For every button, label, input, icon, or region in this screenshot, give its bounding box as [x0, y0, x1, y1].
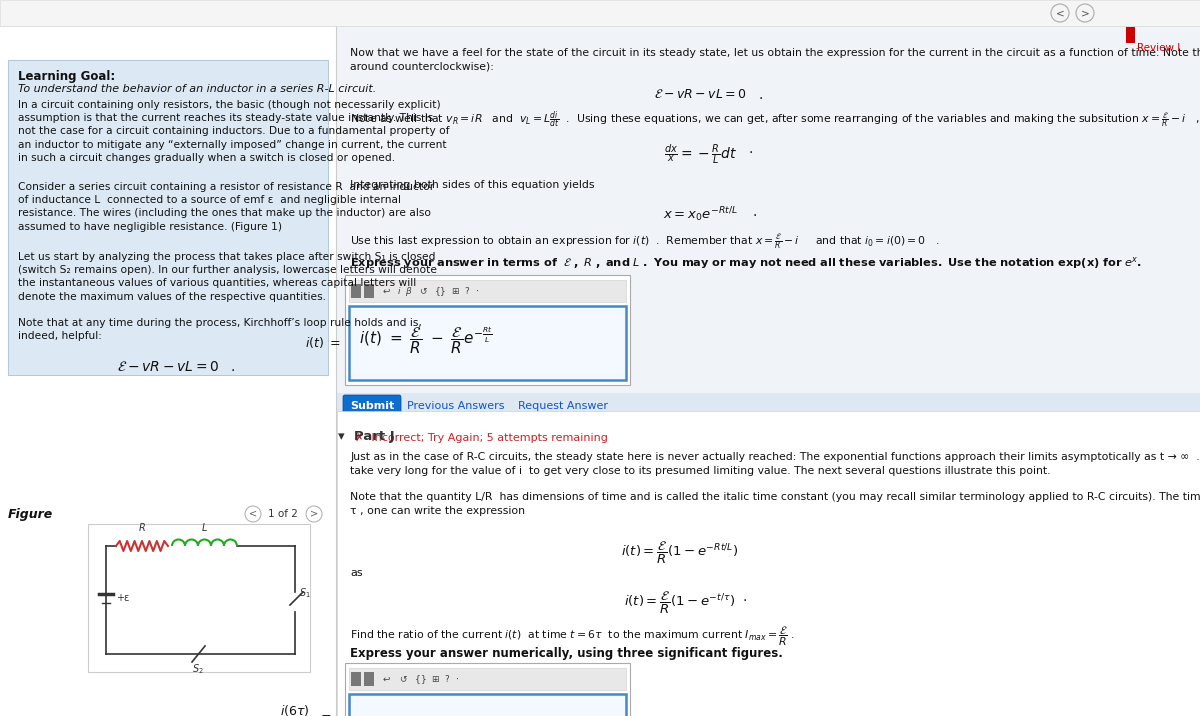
FancyBboxPatch shape — [343, 395, 401, 417]
Text: Let us start by analyzing the process that takes place after switch S₁ is closed: Let us start by analyzing the process th… — [18, 252, 437, 301]
FancyBboxPatch shape — [0, 0, 1200, 26]
Bar — [352, 284, 361, 298]
FancyBboxPatch shape — [346, 421, 630, 455]
Text: $i(t) = \dfrac{\mathcal{E}}{R}(1 - e^{-Rt/L})$: $i(t) = \dfrac{\mathcal{E}}{R}(1 - e^{-R… — [622, 540, 739, 566]
Text: Note that the quantity L/R  has dimensions of time and is called the italic time: Note that the quantity L/R has dimension… — [350, 492, 1200, 516]
Text: ✗  Incorrect; Try Again; 5 attempts remaining: ✗ Incorrect; Try Again; 5 attempts remai… — [355, 433, 608, 443]
Text: $\mathcal{E} - vR - vL = 0$: $\mathcal{E} - vR - vL = 0$ — [654, 88, 746, 101]
FancyBboxPatch shape — [349, 280, 626, 302]
Text: <: < — [248, 509, 257, 519]
FancyBboxPatch shape — [349, 306, 626, 380]
Text: Learning Goal:: Learning Goal: — [18, 70, 115, 83]
Text: >: > — [310, 509, 318, 519]
Bar — [364, 284, 374, 298]
FancyBboxPatch shape — [336, 26, 1200, 716]
FancyBboxPatch shape — [337, 411, 1200, 716]
Bar — [1126, 27, 1135, 43]
Text: ± The R-L Circuit: Responding to Changes: ± The R-L Circuit: Responding to Changes — [8, 6, 256, 19]
Text: <: < — [1056, 8, 1064, 18]
Text: 1 of 2: 1 of 2 — [268, 509, 298, 519]
Text: as: as — [350, 568, 362, 578]
Text: Figure: Figure — [8, 508, 53, 521]
Text: .: . — [758, 88, 762, 102]
FancyBboxPatch shape — [337, 393, 1200, 411]
Text: $x = x_0e^{-Rt/L}$: $x = x_0e^{-Rt/L}$ — [662, 205, 738, 223]
Text: $\hookleftarrow$  $i$  $\beta$  $\circlearrowleft$  {}  $\boxplus$  ?  $\cdot$: $\hookleftarrow$ $i$ $\beta$ $\circlearr… — [382, 286, 479, 299]
Text: Note that at any time during the process, Kirchhoff’s loop rule holds and is,
in: Note that at any time during the process… — [18, 318, 421, 342]
FancyBboxPatch shape — [349, 668, 626, 690]
Text: $\mathbf{Express\ your\ answer\ in\ terms\ of}$  $\mathcal{E}$$\mathbf{\ ,\ }$$R: $\mathbf{Express\ your\ answer\ in\ term… — [350, 255, 1142, 271]
FancyBboxPatch shape — [0, 26, 336, 716]
Text: +ε: +ε — [116, 593, 130, 603]
Text: Now that we have a feel for the state of the circuit in its steady state, let us: Now that we have a feel for the state of… — [350, 48, 1200, 71]
Text: $i(t)\ =\ \dfrac{\mathcal{E}}{R}\ -\ \dfrac{\mathcal{E}}{R}e^{-\frac{Rt}{L}}$: $i(t)\ =\ \dfrac{\mathcal{E}}{R}\ -\ \df… — [359, 326, 493, 357]
Text: Note as well that $v_R = iR$   and  $v_L = L\frac{di}{dt}$  .  Using these equat: Note as well that $v_R = iR$ and $v_L = … — [350, 110, 1200, 131]
Text: Previous Answers: Previous Answers — [407, 401, 504, 411]
Text: .: . — [742, 590, 746, 604]
Text: $i(t)\ =$: $i(t)\ =$ — [305, 336, 341, 351]
FancyBboxPatch shape — [346, 663, 630, 716]
FancyBboxPatch shape — [88, 524, 310, 672]
FancyBboxPatch shape — [349, 694, 626, 716]
Bar — [352, 672, 361, 686]
FancyBboxPatch shape — [8, 60, 328, 375]
FancyBboxPatch shape — [337, 411, 1200, 716]
Text: $S_1$: $S_1$ — [299, 586, 311, 600]
Text: Consider a series circuit containing a resistor of resistance R  and an inductor: Consider a series circuit containing a r… — [18, 182, 434, 231]
Text: .: . — [748, 142, 752, 156]
Text: Use this last expression to obtain an expression for $i(t)$  .  Remember that $x: Use this last expression to obtain an ex… — [350, 232, 940, 251]
Text: 9 of 15: 9 of 15 — [1120, 6, 1162, 19]
Text: ▾  Part J: ▾ Part J — [338, 430, 395, 443]
Text: $S_2$: $S_2$ — [192, 662, 204, 676]
Text: Express your answer numerically, using three significant figures.: Express your answer numerically, using t… — [350, 647, 782, 660]
Text: Find the ratio of the current $i(t)$  at time $t = 6\tau$  to the maximum curren: Find the ratio of the current $i(t)$ at … — [350, 625, 794, 649]
Text: .: . — [230, 360, 234, 374]
Text: L: L — [202, 523, 208, 533]
Text: Review I: Review I — [1138, 43, 1181, 53]
Text: Just as in the case of R-C circuits, the steady state here is never actually rea: Just as in the case of R-C circuits, the… — [350, 452, 1200, 476]
Bar — [364, 672, 374, 686]
Text: Request Answer: Request Answer — [518, 401, 608, 411]
Text: In a circuit containing only resistors, the basic (though not necessarily explic: In a circuit containing only resistors, … — [18, 100, 450, 163]
Text: .: . — [752, 205, 756, 219]
Text: Submit: Submit — [350, 401, 394, 411]
FancyBboxPatch shape — [346, 275, 630, 385]
Text: R: R — [139, 523, 145, 533]
Text: $i(t) = \dfrac{\mathcal{E}}{R}(1 - e^{-t/\tau})$: $i(t) = \dfrac{\mathcal{E}}{R}(1 - e^{-t… — [624, 590, 736, 616]
Text: $\dfrac{i(6\tau)}{I_{\max}}$  $=$: $\dfrac{i(6\tau)}{I_{\max}}$ $=$ — [280, 704, 332, 716]
Text: >: > — [1081, 8, 1090, 18]
Text: To understand the behavior of an inductor in a series R-L circuit.: To understand the behavior of an inducto… — [18, 84, 377, 94]
Text: Integrating both sides of this equation yields: Integrating both sides of this equation … — [350, 180, 594, 190]
Text: $\frac{dx}{x} = -\frac{R}{L}dt$: $\frac{dx}{x} = -\frac{R}{L}dt$ — [664, 142, 737, 165]
Text: $\mathcal{E} - vR - vL = 0$: $\mathcal{E} - vR - vL = 0$ — [116, 360, 220, 374]
Text: $\hookleftarrow$  $\circlearrowleft$  {}  $\boxplus$  ?  $\cdot$: $\hookleftarrow$ $\circlearrowleft$ {} $… — [382, 674, 460, 687]
